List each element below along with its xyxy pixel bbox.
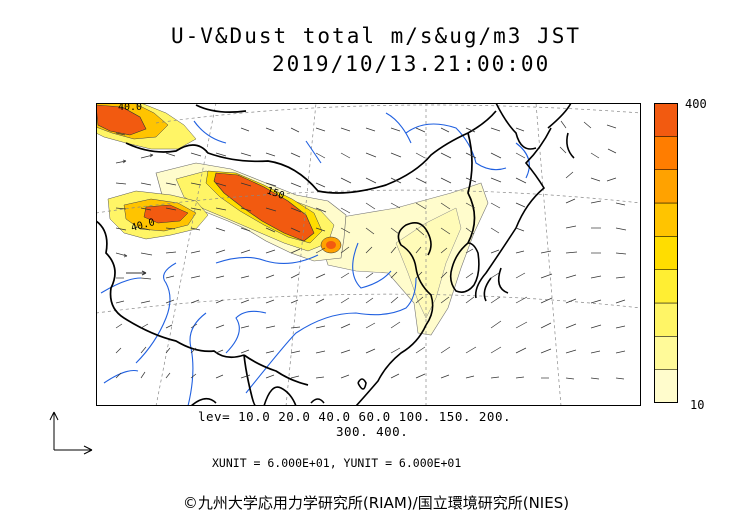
map-frame <box>96 103 641 406</box>
dust-wind-map: 40.0 150 40.0 <box>96 103 641 406</box>
dust-plume-layer <box>96 103 489 336</box>
contour-levels-line-2: 300. 400. <box>336 424 409 439</box>
dust-core-central <box>213 172 315 242</box>
color-legend-swatch-100 <box>654 236 678 270</box>
color-legend-swatch-200 <box>654 169 678 204</box>
color-legend-swatch-150 <box>654 202 678 237</box>
color-legend-swatch-20 <box>654 336 678 370</box>
chart-timestamp: 2019/10/13.21:00:00 <box>272 52 551 76</box>
country-borders <box>96 104 497 406</box>
vector-units-text: XUNIT = 6.000E+01, YUNIT = 6.000E+01 <box>212 456 462 470</box>
color-legend-bar <box>654 103 678 403</box>
coastlines <box>190 103 575 406</box>
contour-levels-line-1: lev= 10.0 20.0 40.0 60.0 100. 150. 200. <box>198 409 511 424</box>
color-legend-min-label: 10 <box>690 398 705 412</box>
color-legend-max-label: 400 <box>685 97 707 111</box>
color-legend-swatch-300 <box>654 136 678 170</box>
chart-title: U-V&Dust total m/s&ug/m3 JST <box>170 24 581 48</box>
color-legend-swatch-10 <box>654 369 678 403</box>
dust-core-northwest <box>96 104 147 136</box>
color-legend-swatch-60 <box>654 269 678 304</box>
color-legend-swatch-40 <box>654 302 678 337</box>
contour-label-northwest: 40.0 <box>118 103 142 113</box>
wind-vectors <box>115 120 627 380</box>
reference-vector-axes <box>49 411 93 455</box>
copyright-notice: ©九州大学応用力学研究所(RIAM)/国立環境研究所(NIES) <box>182 494 570 512</box>
color-legend-swatch-400 <box>654 103 678 137</box>
